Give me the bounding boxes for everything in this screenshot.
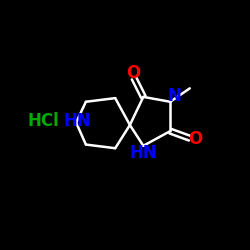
Text: HN: HN [130, 144, 157, 162]
Text: O: O [126, 64, 140, 82]
Text: HN: HN [64, 112, 91, 130]
Text: HCl: HCl [27, 112, 59, 130]
Text: N: N [168, 88, 181, 106]
Text: O: O [188, 130, 202, 148]
